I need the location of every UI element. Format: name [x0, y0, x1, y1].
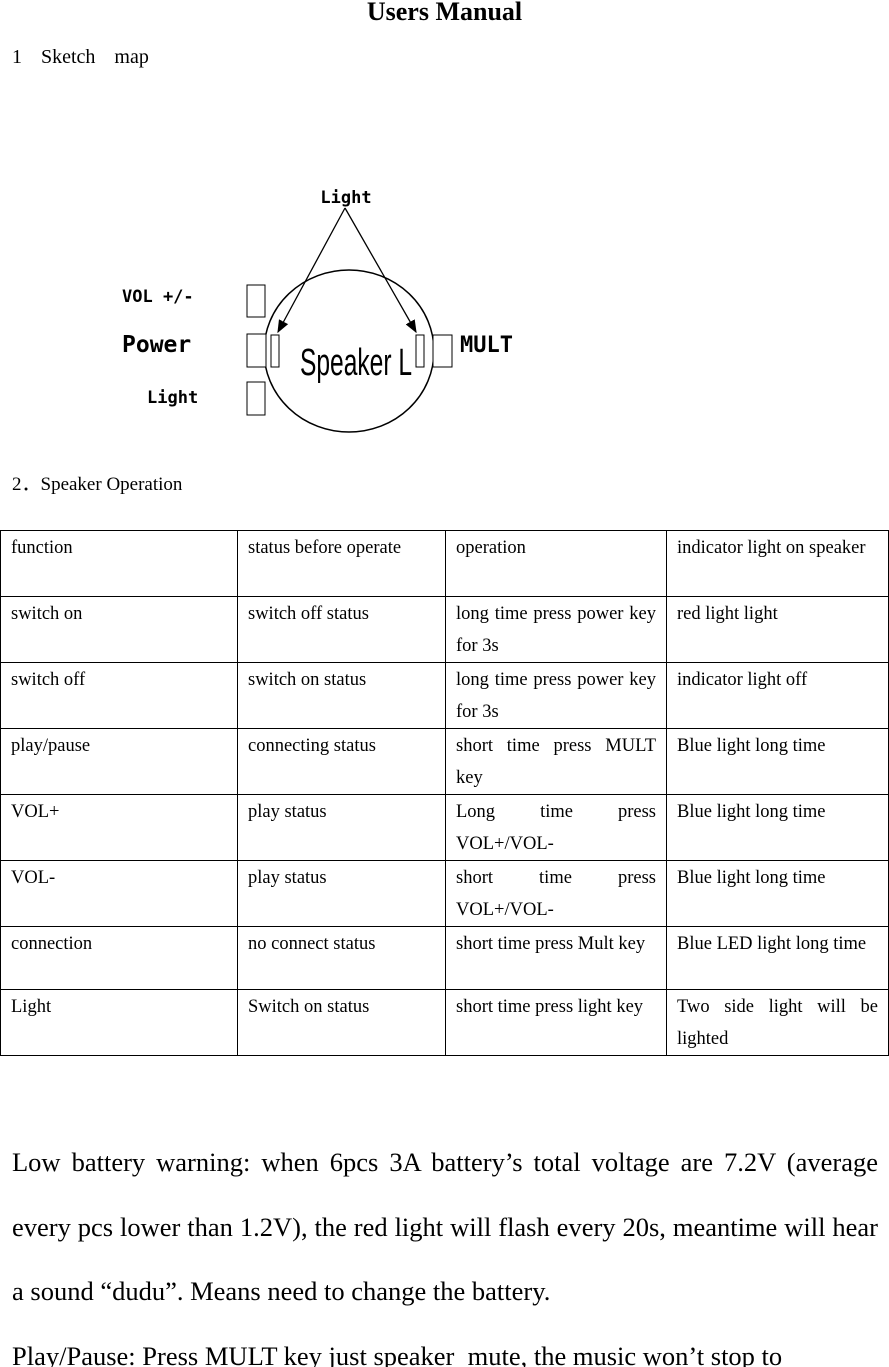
- cell: switch on status: [237, 662, 446, 729]
- light-button-shape: [246, 381, 266, 416]
- label-vol: VOL +/-: [122, 287, 194, 307]
- section-heading-sketch-map: 1 Sketch map: [12, 46, 149, 68]
- cell: indicator light off: [666, 662, 889, 729]
- cell: Blue light long time: [666, 728, 889, 795]
- cell: Blue light long time: [666, 860, 889, 927]
- label-speaker: Speaker L: [300, 342, 412, 384]
- cell: switch off status: [237, 596, 446, 663]
- label-power: Power: [122, 332, 191, 358]
- cell: VOL-: [0, 860, 238, 927]
- cell: play/pause: [0, 728, 238, 795]
- table-row: play/pause connecting status short time pr…: [0, 728, 889, 795]
- table-row: VOL-play status short time press VOL+/VOL…: [0, 860, 889, 927]
- power-button-shape: [246, 333, 267, 368]
- cell: VOL+: [0, 794, 238, 861]
- cell: Switch on status: [237, 989, 446, 1056]
- table-row: Light Switch on status short time press li…: [0, 989, 889, 1056]
- table-header-row: function status before operate operation…: [0, 530, 889, 597]
- cell: connecting status: [237, 728, 446, 795]
- right-light-shape: [415, 334, 425, 368]
- cell: short time press VOL+/VOL-: [445, 860, 667, 927]
- label-mult: MULT: [460, 333, 513, 358]
- table-row: switch on switch off status long time pres…: [0, 596, 889, 663]
- cell: connection: [0, 926, 238, 990]
- cell: Blue light long time: [666, 794, 889, 861]
- low-battery-paragraph: Low battery warning: when 6pcs 3A batter…: [12, 1147, 878, 1306]
- cell: short time press light key: [445, 989, 667, 1056]
- vol-button-shape: [246, 284, 266, 318]
- arrow-left: [277, 207, 346, 334]
- table-row: switch off switch on status long time pres…: [0, 662, 889, 729]
- cell: Blue LED light long time: [666, 926, 889, 990]
- mult-button-shape: [432, 334, 453, 368]
- body-text: Low battery warning: when 6pcs 3A batter…: [12, 1130, 878, 1367]
- play-pause-paragraph: Play/Pause: Press MULT key just speaker …: [12, 1340, 783, 1367]
- cell: play status: [237, 794, 446, 861]
- cell: Light: [0, 989, 238, 1056]
- left-light-shape: [270, 334, 280, 368]
- section-heading-operation: 2．Speaker Operation: [12, 474, 183, 495]
- table-row: connection no connect status short time pr…: [0, 926, 889, 990]
- page-title: Users Manual: [366, 0, 523, 26]
- cell: no connect status: [237, 926, 446, 990]
- cell: long time press power key for 3s: [445, 596, 667, 663]
- cell: Long time press VOL+/VOL-: [445, 794, 667, 861]
- header-cell: status before operate: [237, 530, 446, 597]
- cell: play status: [237, 860, 446, 927]
- header-cell: function: [0, 530, 238, 597]
- table-row: VOL+ play status Long time press VOL+/VOL-…: [0, 794, 889, 861]
- header-cell: indicator light on speaker: [666, 530, 889, 597]
- label-top-light: Light: [320, 188, 371, 208]
- operation-table: function status before operate operation…: [0, 530, 889, 1056]
- cell: short time press MULT key: [445, 728, 667, 795]
- cell: long time press power key for 3s: [445, 662, 667, 729]
- header-cell: operation: [445, 530, 667, 597]
- cell: Two side light will be lighted: [666, 989, 889, 1056]
- label-light: Light: [147, 388, 198, 408]
- arrow-right: [344, 207, 417, 334]
- cell: switch off: [0, 662, 238, 729]
- cell: switch on: [0, 596, 238, 663]
- sketch-map-diagram: Light VOL +/- Power Light Speaker L MULT: [122, 188, 513, 433]
- cell: short time press Mult key: [445, 926, 667, 990]
- cell: red light light: [666, 596, 889, 663]
